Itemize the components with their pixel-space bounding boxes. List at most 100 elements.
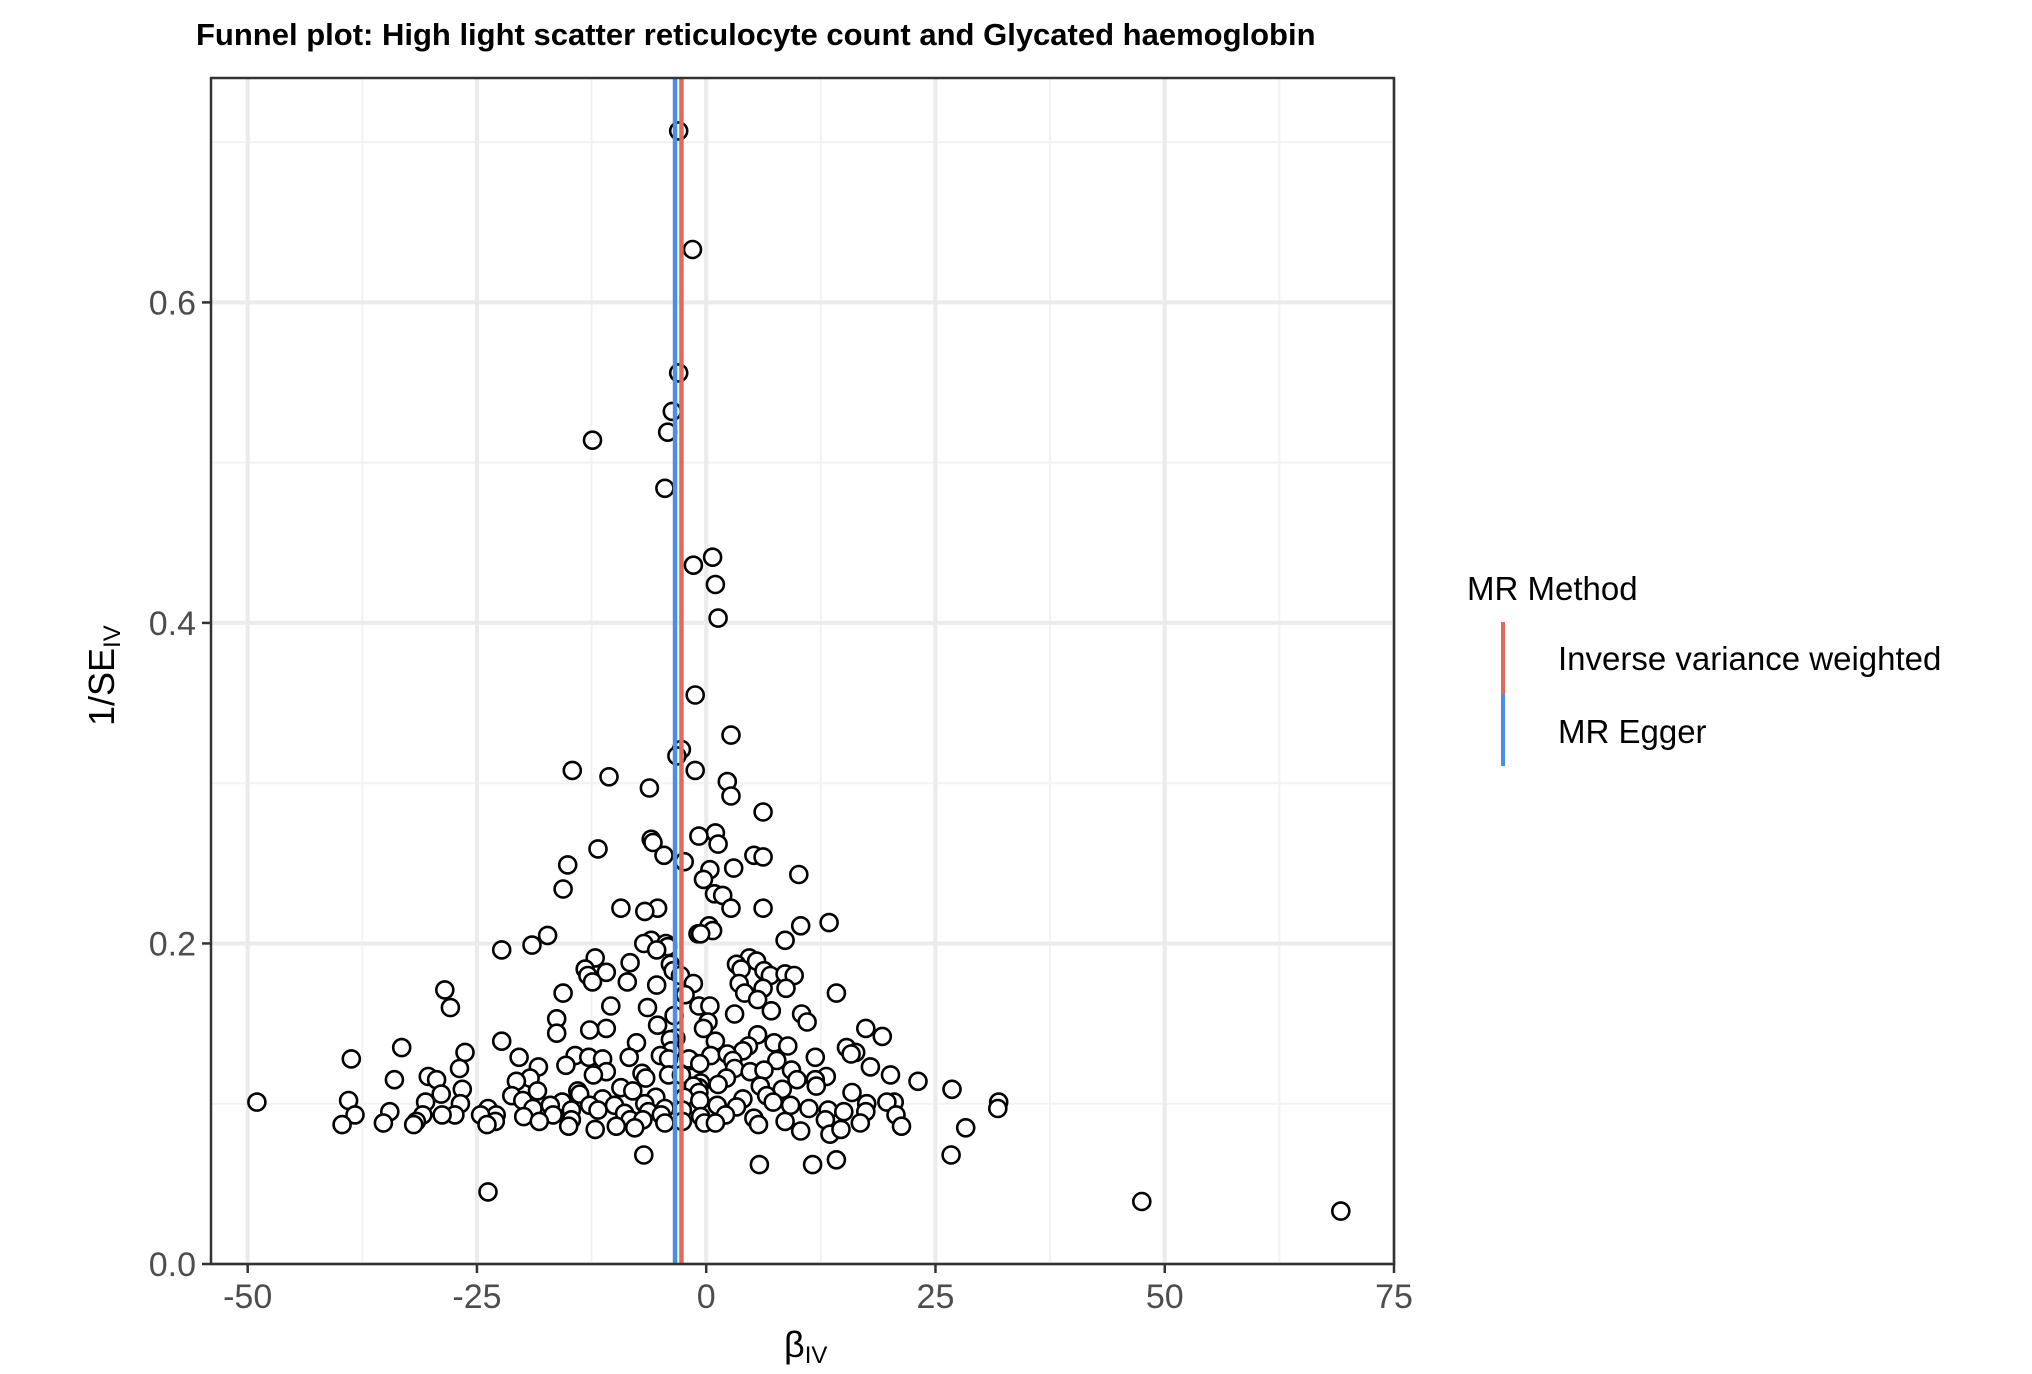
data-point xyxy=(708,1074,728,1095)
data-point xyxy=(624,1118,645,1138)
data-point xyxy=(537,925,558,946)
data-point xyxy=(799,1098,819,1119)
data-point xyxy=(527,1081,548,1101)
chart-title: Funnel plot: High light scatter reticulo… xyxy=(196,17,1316,52)
data-point xyxy=(942,1079,962,1100)
data-point xyxy=(705,574,726,595)
data-point xyxy=(780,1095,801,1116)
data-point xyxy=(775,1111,795,1132)
legend: MR Method Inverse variance weighted MR E… xyxy=(1467,570,1941,766)
data-point xyxy=(708,608,728,628)
data-point xyxy=(646,975,667,995)
data-point xyxy=(1132,1191,1152,1212)
data-point xyxy=(491,1031,512,1051)
data-point xyxy=(585,1119,606,1140)
data-point xyxy=(606,1116,627,1136)
data-point xyxy=(611,898,631,919)
y-axis-label: 1/SEIV xyxy=(81,625,126,726)
x-axis-label-main: β xyxy=(784,1324,805,1365)
data-point xyxy=(860,1057,881,1077)
y-axis-label-subscript: IV xyxy=(99,625,126,648)
data-point xyxy=(724,1004,745,1024)
data-point xyxy=(1331,1201,1351,1221)
data-point xyxy=(391,1037,412,1058)
data-point xyxy=(449,1058,470,1079)
data-point xyxy=(754,1060,774,1080)
data-point xyxy=(689,826,709,846)
data-point xyxy=(546,1023,567,1043)
data-point xyxy=(596,1018,617,1039)
data-point xyxy=(617,972,638,992)
data-point xyxy=(373,1113,394,1133)
data-point xyxy=(639,778,660,798)
data-point xyxy=(655,1113,675,1133)
plot-background xyxy=(211,78,1394,1264)
data-point xyxy=(588,839,608,859)
data-point xyxy=(880,1065,901,1085)
y-axis: 0.0 0.2 0.4 0.6 xyxy=(149,284,211,1284)
data-point xyxy=(668,363,689,383)
data-point xyxy=(635,1068,656,1088)
data-point xyxy=(647,1015,668,1035)
data-point xyxy=(955,1118,976,1138)
data-point xyxy=(588,1100,608,1120)
data-point xyxy=(877,1092,897,1112)
data-point xyxy=(455,1042,475,1063)
data-point xyxy=(788,864,809,885)
data-point xyxy=(693,1018,714,1039)
data-point xyxy=(891,1116,912,1136)
data-point xyxy=(766,1050,787,1071)
data-point xyxy=(753,847,773,867)
data-point xyxy=(826,983,847,1003)
data-point xyxy=(702,547,723,568)
data-point xyxy=(599,766,619,787)
data-point xyxy=(721,786,741,806)
data-point xyxy=(842,1082,862,1103)
data-point xyxy=(341,1049,362,1069)
x-tick-label: 50 xyxy=(1146,1278,1184,1316)
data-point xyxy=(558,1116,579,1136)
data-point xyxy=(872,1026,893,1047)
data-point xyxy=(777,1036,798,1056)
data-point xyxy=(557,855,578,875)
data-point xyxy=(477,1114,497,1135)
estimate-lines xyxy=(672,78,684,1264)
data-point xyxy=(787,1069,807,1090)
data-point xyxy=(434,980,455,1000)
data-point xyxy=(440,997,461,1018)
data-point xyxy=(806,1076,827,1096)
data-point xyxy=(748,1114,769,1135)
data-point xyxy=(600,996,621,1016)
data-point xyxy=(579,1020,600,1040)
data-point xyxy=(431,1084,452,1104)
data-point xyxy=(583,1065,604,1085)
data-point xyxy=(683,555,704,576)
data-point xyxy=(721,725,741,745)
data-point xyxy=(685,685,706,705)
data-point xyxy=(833,1101,854,1122)
data-point xyxy=(721,898,741,919)
data-point xyxy=(432,1105,452,1125)
x-tick-label: -50 xyxy=(223,1278,272,1316)
data-point xyxy=(345,1105,365,1125)
data-point xyxy=(655,478,675,499)
data-point xyxy=(941,1145,961,1165)
data-point xyxy=(753,898,773,919)
data-point xyxy=(908,1071,928,1092)
data-point xyxy=(682,239,703,260)
data-point xyxy=(634,901,655,922)
data-point xyxy=(643,832,663,853)
data-point xyxy=(529,1111,550,1132)
data-point xyxy=(689,1053,710,1074)
data-point xyxy=(685,760,706,781)
data-point xyxy=(723,858,744,878)
data-point xyxy=(646,940,667,960)
data-point xyxy=(403,1114,424,1135)
data-point xyxy=(802,1154,823,1175)
data-point xyxy=(747,989,768,1010)
x-tick-label: 75 xyxy=(1375,1278,1413,1316)
data-point xyxy=(749,1154,770,1175)
data-point xyxy=(247,1092,267,1112)
data-point xyxy=(708,834,728,854)
